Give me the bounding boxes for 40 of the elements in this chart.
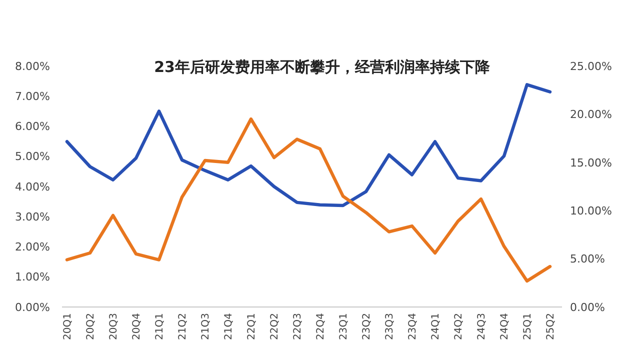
y-tick-label: 1.00%: [15, 270, 50, 284]
x-tick-label: 23Q3: [384, 313, 396, 340]
x-tick-label: 20Q1: [62, 313, 74, 340]
y-tick-label: 2.00%: [15, 240, 50, 254]
y2-tick-label: 20.00%: [570, 108, 612, 122]
y-tick-label: 4.00%: [15, 180, 50, 194]
x-tick-label: 21Q4: [224, 313, 234, 340]
y2-tick-label: 5.00%: [570, 252, 605, 266]
x-tick-label: 20Q4: [132, 313, 142, 340]
x-tick-label: 22Q2: [270, 313, 280, 340]
x-tick-label: 24Q3: [476, 313, 488, 340]
x-tick-label: 23Q1: [338, 313, 350, 340]
x-tick-label: 24Q2: [454, 313, 464, 340]
x-tick-label: 24Q1: [430, 313, 442, 340]
y2-tick-label: 0.00%: [570, 300, 605, 314]
x-tick-label: 21Q2: [178, 313, 188, 340]
y-tick-label: 6.00%: [15, 120, 50, 134]
y-tick-label: 7.00%: [15, 90, 50, 103]
y-tick-label: 5.00%: [15, 150, 50, 164]
y2-tick-label: 25.00%: [570, 60, 612, 73]
x-tick-label: 20Q2: [86, 313, 96, 340]
x-tick-label: 24Q4: [500, 313, 510, 340]
x-tick-label: 21Q1: [154, 313, 166, 340]
y-tick-label: 0.00%: [15, 300, 50, 314]
x-tick-label: 22Q3: [292, 313, 304, 340]
x-tick-label: 25Q1: [522, 313, 534, 340]
y-tick-label: 8.00%: [15, 60, 50, 73]
x-tick-label: 21Q3: [200, 313, 212, 340]
line-series: [65, 117, 552, 283]
y-tick-label: 3.00%: [15, 210, 50, 224]
y2-tick-label: 10.00%: [570, 204, 612, 218]
x-tick-label: 25Q2: [546, 313, 556, 340]
x-tick-label: 23Q2: [362, 313, 372, 340]
x-tick-label: 22Q4: [316, 313, 326, 340]
chart-title: 23年后研发费用率不断攀升，经营利润率持续下降: [154, 58, 491, 76]
x-tick-label: 22Q1: [246, 313, 258, 340]
x-tick-label: 20Q3: [108, 313, 120, 340]
line-series: [65, 83, 552, 208]
x-tick-label: 23Q4: [408, 313, 418, 340]
y2-tick-label: 15.00%: [570, 156, 612, 170]
